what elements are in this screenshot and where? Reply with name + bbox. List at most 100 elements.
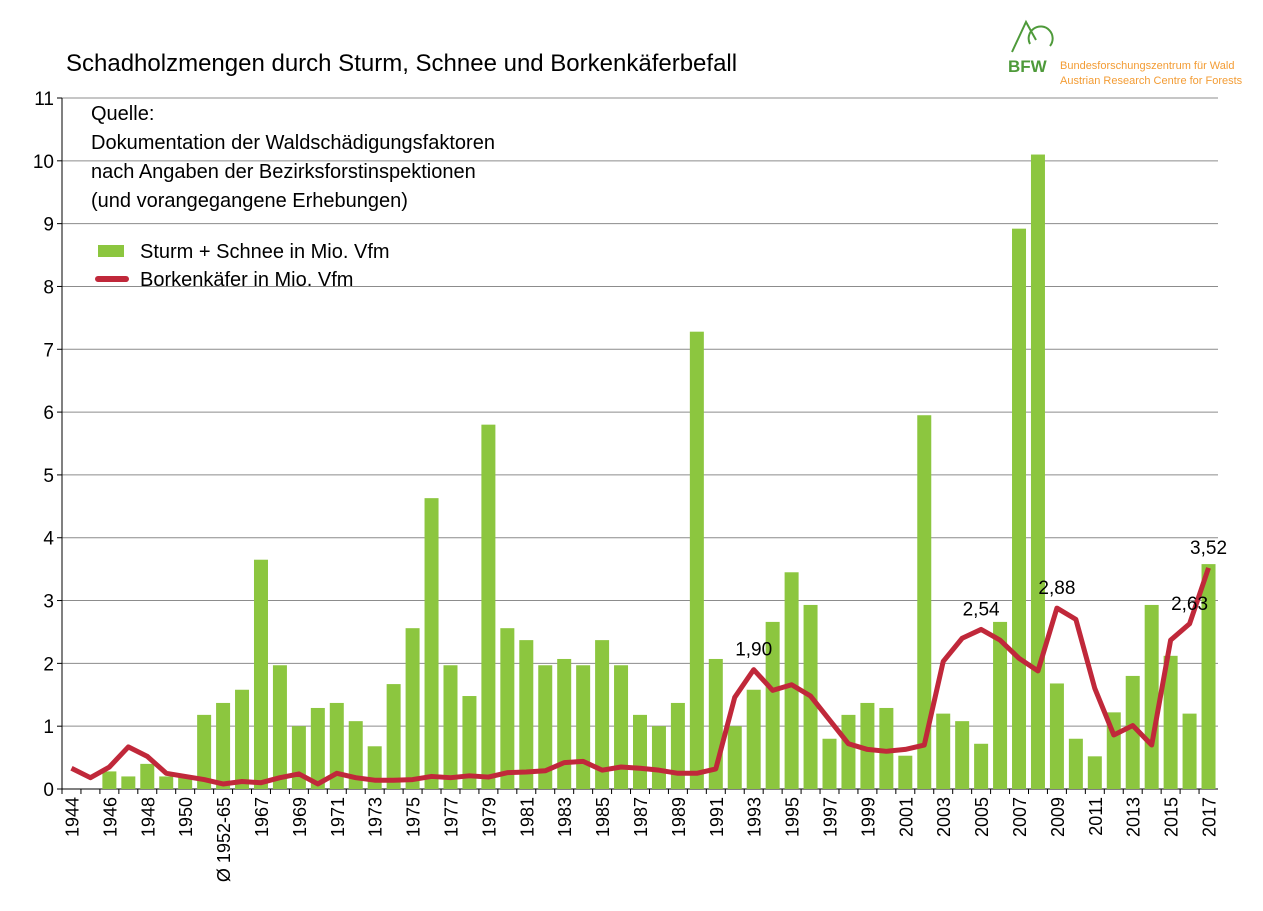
y-tick-label: 11 bbox=[34, 89, 54, 110]
x-tick-label: 2013 bbox=[1124, 797, 1144, 837]
x-tick-label: 1989 bbox=[669, 797, 689, 837]
bar bbox=[879, 707, 894, 789]
x-tick-label: 2015 bbox=[1162, 797, 1182, 837]
bar bbox=[651, 726, 666, 789]
bar bbox=[670, 702, 685, 789]
x-tick-label: Ø 1952-65 bbox=[214, 797, 234, 882]
bar bbox=[253, 559, 268, 789]
x-tick-label: 1999 bbox=[858, 797, 878, 837]
x-tick-label: 1981 bbox=[517, 797, 537, 837]
x-tick-label: 1975 bbox=[404, 797, 424, 837]
x-tick-label: 1993 bbox=[745, 797, 765, 837]
bar bbox=[557, 658, 572, 789]
bar bbox=[595, 640, 610, 789]
logo: BFW Bundesforschungszentrum für Wald Aus… bbox=[1008, 19, 1243, 87]
bar bbox=[1087, 756, 1102, 789]
x-tick-label: 1985 bbox=[593, 797, 613, 837]
y-tick-label: 0 bbox=[43, 780, 54, 801]
bar bbox=[386, 684, 401, 789]
bar bbox=[481, 424, 496, 789]
data-label: 1,90 bbox=[735, 640, 772, 661]
line bbox=[70, 567, 1211, 787]
bar bbox=[917, 415, 932, 789]
x-tick-label: 1946 bbox=[100, 797, 120, 837]
bar bbox=[329, 702, 344, 789]
x-tick-label: 1950 bbox=[176, 797, 196, 837]
x-tick-label: 2003 bbox=[934, 797, 954, 837]
bar bbox=[159, 776, 174, 789]
bar bbox=[576, 665, 591, 789]
annotation: Dokumentation der Waldschädigungsfaktore… bbox=[91, 132, 495, 154]
bar bbox=[746, 689, 761, 789]
bar bbox=[500, 628, 515, 789]
x-tick-label: 1948 bbox=[138, 797, 158, 837]
bar bbox=[614, 665, 629, 789]
bar bbox=[216, 702, 231, 789]
x-tick-label: 2007 bbox=[1010, 797, 1030, 837]
bar bbox=[822, 738, 837, 789]
y-tick-label: 10 bbox=[33, 152, 54, 173]
bar bbox=[121, 776, 136, 789]
x-tick-label: 1997 bbox=[821, 797, 841, 837]
bar bbox=[898, 755, 913, 789]
bar bbox=[841, 714, 856, 789]
x-tick-label: 2005 bbox=[972, 797, 992, 837]
legend-swatch bbox=[98, 245, 124, 257]
x-tick-label: 2001 bbox=[896, 797, 916, 837]
bar bbox=[1068, 738, 1083, 789]
logo-line: Austrian Research Centre for Forests bbox=[1060, 75, 1243, 87]
y-tick-label: 5 bbox=[43, 466, 54, 487]
x-tick-label: 1987 bbox=[631, 797, 651, 837]
bar bbox=[291, 726, 306, 789]
annotation: nach Angaben der Bezirksforstinspektione… bbox=[91, 161, 476, 183]
x-tick-label: 2009 bbox=[1048, 797, 1068, 837]
data-label: 2,88 bbox=[1038, 578, 1075, 599]
x-tick-label: 1977 bbox=[441, 797, 461, 837]
bar bbox=[1012, 228, 1027, 790]
bar bbox=[462, 696, 477, 789]
data-label: 2,63 bbox=[1171, 594, 1208, 615]
chart-title: Schadholzmengen durch Sturm, Schnee und … bbox=[66, 50, 737, 77]
bar bbox=[1201, 564, 1216, 789]
y-tick-label: 3 bbox=[43, 592, 54, 613]
x-tick-label: 1983 bbox=[555, 797, 575, 837]
y-tick-label: 7 bbox=[43, 340, 54, 361]
x-tick-label: 2017 bbox=[1200, 797, 1220, 837]
bar bbox=[235, 689, 250, 789]
bar bbox=[689, 331, 704, 789]
logo-line: Bundesforschungszentrum für Wald bbox=[1060, 60, 1234, 72]
bar bbox=[348, 721, 363, 789]
bar bbox=[633, 714, 647, 789]
x-tick-label: 1973 bbox=[366, 797, 386, 837]
logo-mark: BFW bbox=[1008, 57, 1048, 76]
bar bbox=[993, 621, 1008, 789]
legend-label: Borkenkäfer in Mio. Vfm bbox=[140, 269, 353, 291]
bar bbox=[765, 621, 780, 789]
bar bbox=[1182, 713, 1197, 789]
annotation: (und vorangegangene Erhebungen) bbox=[91, 190, 408, 212]
bar bbox=[538, 665, 553, 789]
data-label: 3,52 bbox=[1190, 538, 1227, 559]
bar bbox=[310, 707, 325, 789]
bar bbox=[519, 640, 534, 789]
annotation: Quelle: bbox=[91, 103, 154, 125]
bar bbox=[784, 572, 799, 789]
x-tick-label: 1967 bbox=[252, 797, 272, 837]
bar bbox=[197, 714, 212, 789]
bar bbox=[178, 776, 193, 789]
x-tick-label: 1995 bbox=[783, 797, 803, 837]
bar bbox=[955, 721, 970, 789]
y-tick-label: 6 bbox=[43, 403, 54, 424]
bar bbox=[936, 713, 951, 789]
y-tick-label: 1 bbox=[43, 717, 54, 738]
bar bbox=[424, 498, 439, 789]
bar bbox=[1030, 154, 1045, 789]
bar bbox=[1049, 683, 1064, 789]
y-tick-label: 8 bbox=[43, 277, 54, 298]
bar bbox=[974, 743, 989, 789]
bar bbox=[1125, 675, 1140, 789]
bar bbox=[1163, 655, 1178, 789]
x-tick-label: 1971 bbox=[328, 797, 348, 837]
y-tick-label: 4 bbox=[43, 529, 54, 550]
